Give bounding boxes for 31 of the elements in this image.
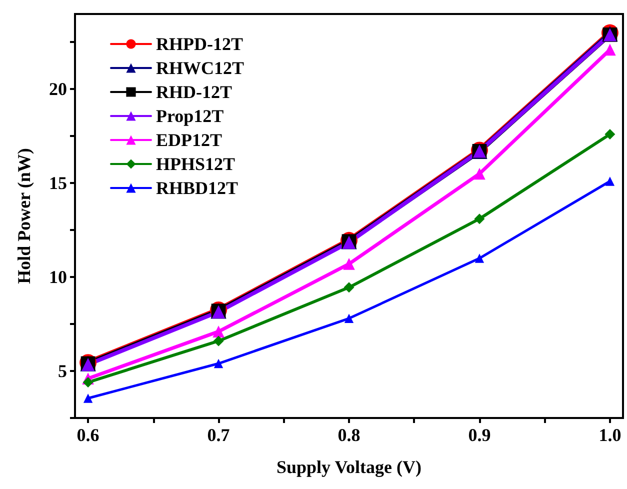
y-axis-title: Hold Power (nW) <box>14 148 34 284</box>
point <box>474 214 485 224</box>
point <box>474 254 484 263</box>
point <box>344 282 354 293</box>
y-tick-label: 10 <box>49 267 67 288</box>
legend-label: EDP12T <box>156 130 222 150</box>
y-tick-label: 20 <box>49 79 67 100</box>
legend-label: RHWC12T <box>156 58 244 78</box>
x-tick-label: 1.0 <box>598 425 622 445</box>
point <box>344 314 354 324</box>
y-tick-label: 15 <box>49 173 67 194</box>
point <box>213 336 224 346</box>
x-tick-label: 0.9 <box>468 425 491 445</box>
x-tick-label: 0.7 <box>207 425 230 445</box>
legend-label: HPHS12T <box>156 154 236 174</box>
point <box>212 326 224 338</box>
legend-label: RHBD12T <box>156 178 238 198</box>
point <box>214 358 224 368</box>
legend-label: Prop12T <box>156 106 224 126</box>
point <box>474 168 486 180</box>
point <box>605 176 615 186</box>
x-tick-label: 0.6 <box>76 425 100 445</box>
point <box>604 129 616 140</box>
point <box>83 394 93 403</box>
point <box>343 258 355 270</box>
legend-label: RHPD-12T <box>156 34 243 54</box>
x-axis-title: Supply Voltage (V) <box>276 457 422 477</box>
x-tick-label: 0.8 <box>338 425 360 445</box>
point <box>82 377 94 388</box>
y-tick-label: 5 <box>58 361 67 382</box>
legend-label: RHD-12T <box>156 82 232 102</box>
